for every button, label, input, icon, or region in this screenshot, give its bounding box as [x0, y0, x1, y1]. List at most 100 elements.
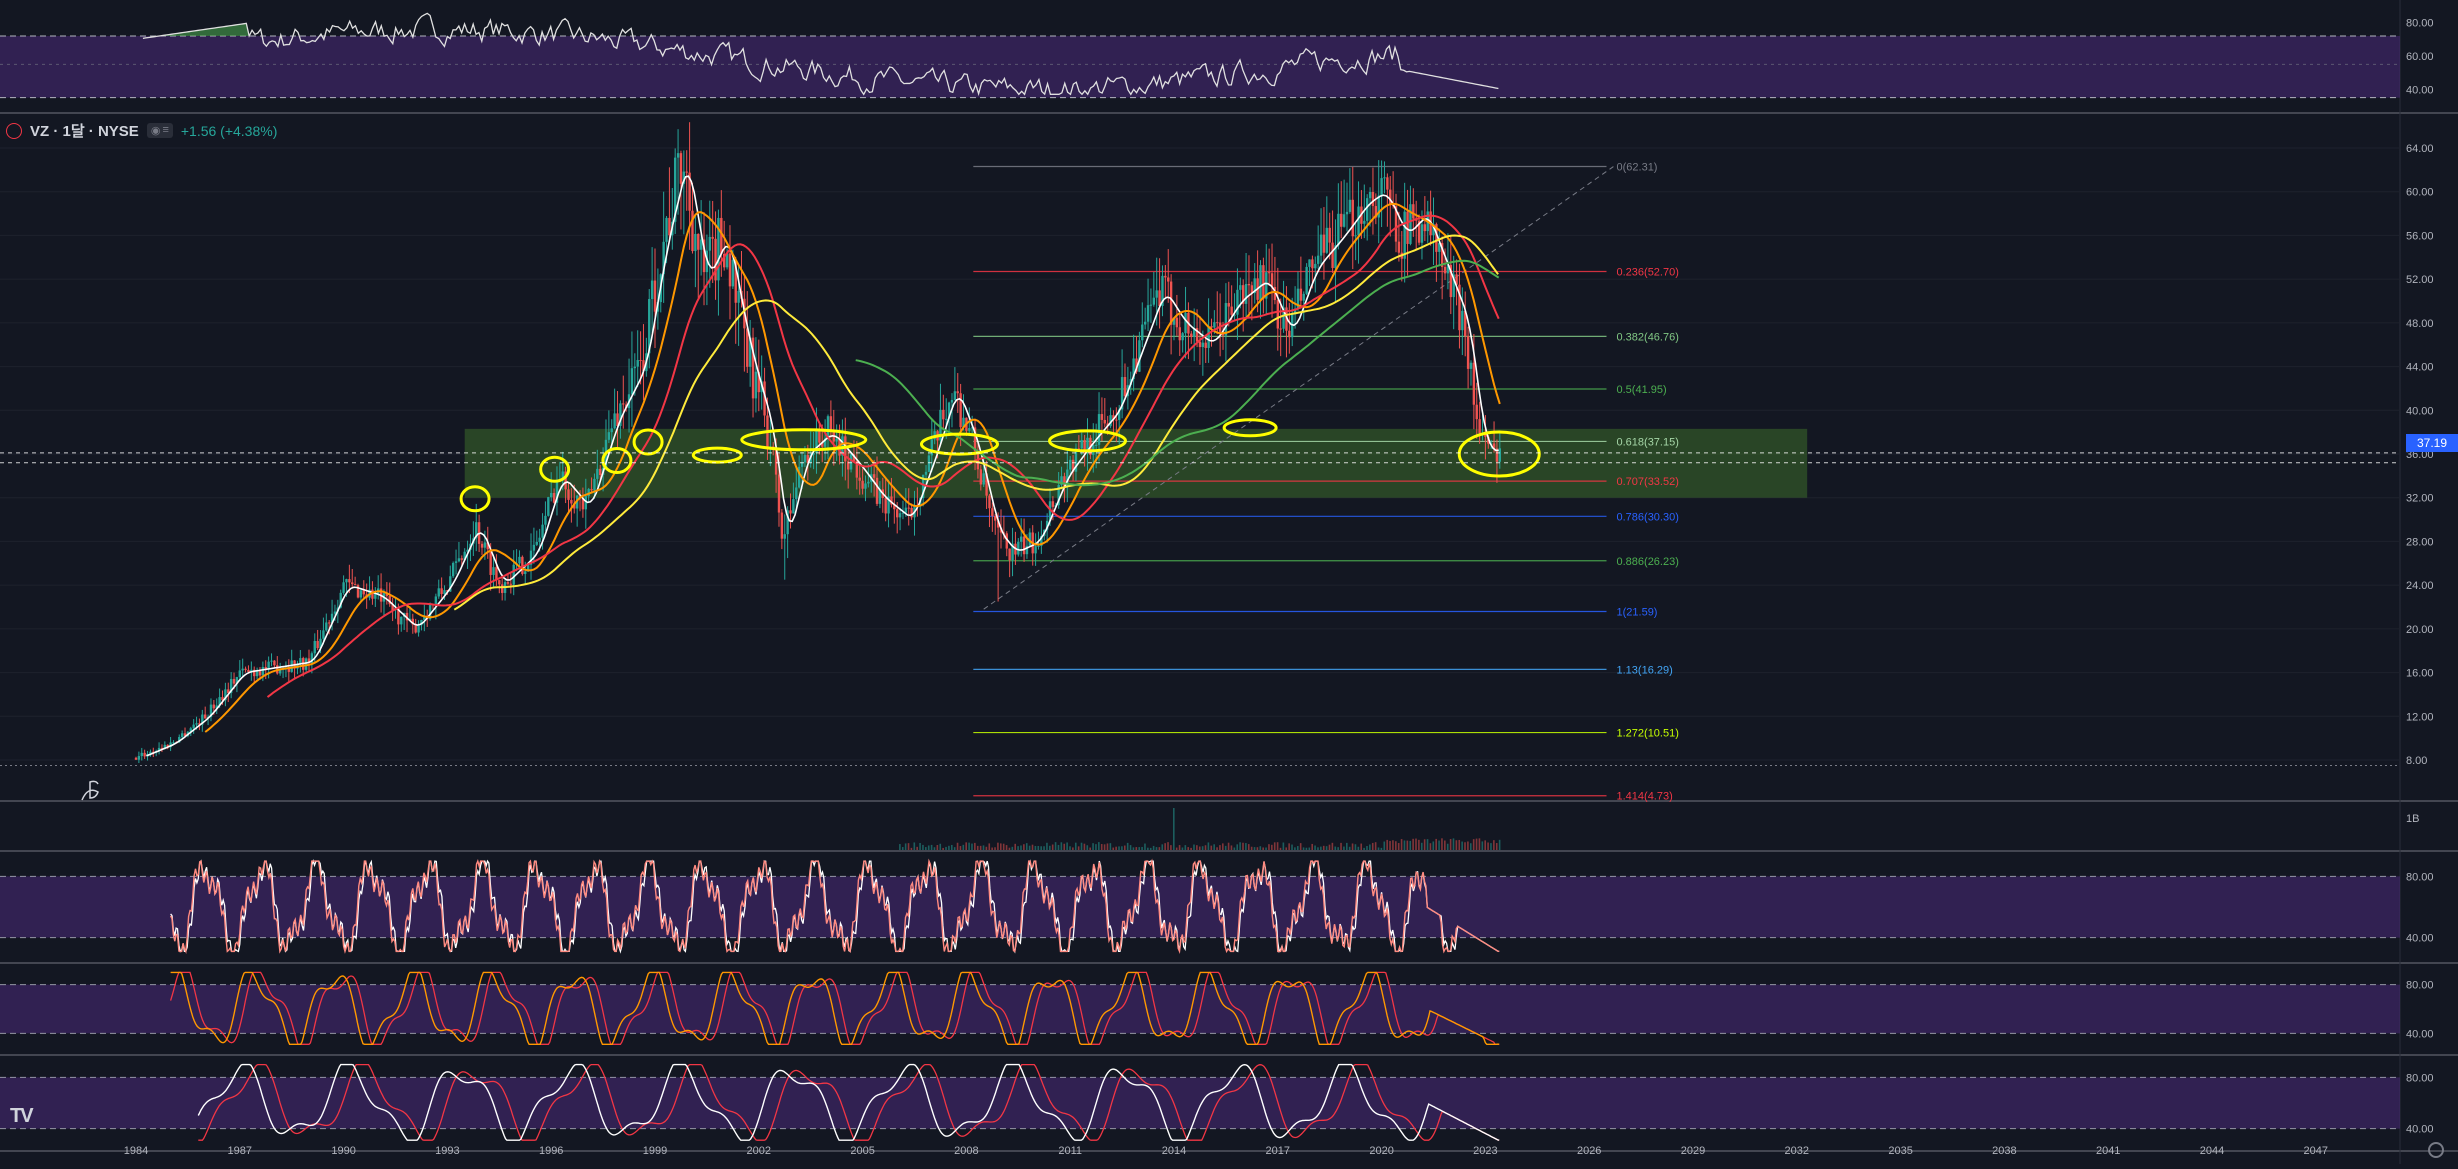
candle-body [454, 561, 458, 563]
candle-body [662, 241, 665, 275]
volume-bar [1487, 842, 1489, 850]
volume-bar [1170, 845, 1172, 850]
top-panel-overbought-fill [142, 23, 250, 36]
candle-body [1348, 199, 1352, 212]
volume-bar [1328, 844, 1331, 850]
candle-body [1195, 328, 1199, 342]
candle-body [1458, 284, 1461, 331]
candle-body [345, 579, 348, 583]
highlight-circle [691, 446, 743, 464]
price-axis-tick: 64.00 [2406, 143, 2434, 155]
tradingview-logo-icon[interactable]: TV [10, 1105, 34, 1127]
volume-bar [1063, 843, 1066, 850]
candle-body [1288, 330, 1291, 338]
candle-body [290, 660, 293, 672]
candle-body [1262, 265, 1265, 299]
volume-bar [1337, 847, 1339, 850]
candle-body [457, 558, 461, 562]
time-axis-tick: 2041 [2096, 1145, 2120, 1157]
volume-bar [1302, 847, 1305, 850]
volume-bar [1461, 841, 1463, 850]
candle-body [596, 468, 599, 479]
candle-body [1316, 255, 1320, 264]
candle-body [720, 217, 723, 254]
oscillator-tick: 40.00 [2406, 1028, 2434, 1040]
symbol-legend[interactable]: VZ · 1달 · NYSE ◉ ≡ +1.56 (+4.38%) [6, 120, 277, 141]
candle-body [763, 381, 766, 416]
candle-body [1161, 275, 1164, 306]
candle-body [198, 723, 201, 725]
candle-body [1236, 289, 1239, 315]
legend-buttons[interactable]: ◉ ≡ [146, 123, 173, 138]
candle-body [506, 582, 510, 584]
candle-body [1227, 303, 1230, 307]
candle-body [904, 507, 908, 513]
volume-bars [899, 808, 1501, 850]
candle-body [221, 697, 224, 701]
volume-bar [1397, 843, 1400, 850]
candle-body [498, 580, 501, 585]
candle-body [616, 413, 619, 426]
volume-bar [1002, 843, 1005, 850]
candle-body [573, 503, 576, 509]
candle-body [699, 239, 703, 250]
volume-bar [1011, 846, 1014, 850]
settings-icon[interactable]: ≡ [162, 124, 169, 136]
candle-body [890, 496, 893, 505]
candle-body [725, 253, 729, 268]
volume-bar [1037, 845, 1040, 850]
eye-icon[interactable]: ◉ [150, 125, 161, 137]
candle-body [564, 471, 567, 490]
candle-body [1118, 409, 1121, 420]
candle-body [229, 678, 233, 693]
candle-body [1446, 264, 1450, 274]
volume-bar [1305, 847, 1308, 850]
volume-bar [1311, 843, 1313, 850]
candle-body [423, 615, 426, 620]
volume-bar [1138, 847, 1140, 850]
top-panel-tick: 40.00 [2406, 84, 2434, 96]
candle-body [351, 582, 354, 585]
candle-body [1239, 285, 1242, 290]
candle-body [1123, 377, 1127, 397]
candle-body [1169, 281, 1173, 325]
volume-bar [1109, 843, 1112, 850]
volume-bar [1259, 846, 1262, 850]
candle-body [1383, 177, 1386, 179]
candle-body [1464, 310, 1467, 337]
volume-bar [1449, 839, 1452, 850]
candle-body [414, 624, 417, 633]
candle-body [754, 371, 758, 399]
symbol-title[interactable]: VZ · 1달 · NYSE [30, 123, 139, 140]
candle-body [688, 172, 691, 211]
volume-bar [1331, 842, 1334, 850]
candle-body [633, 366, 637, 369]
candle-body [599, 468, 602, 475]
volume-bar [1420, 842, 1423, 850]
candle-body [348, 579, 351, 583]
candle-body [1377, 195, 1380, 218]
candle-body [1112, 415, 1115, 420]
candle-body [1242, 285, 1245, 304]
candle-body [1443, 266, 1447, 274]
candle-body [924, 471, 928, 475]
volume-bar [1173, 808, 1175, 850]
candle-body [212, 704, 216, 709]
candle-body [460, 558, 464, 560]
volume-bar [1383, 841, 1386, 850]
candle-body [529, 550, 533, 565]
candle-body [241, 668, 244, 671]
candle-body [258, 670, 262, 676]
candle-body [947, 402, 951, 419]
candle-body [1285, 307, 1288, 331]
candle-body [844, 436, 847, 462]
candle-body [887, 496, 890, 514]
volume-bar [1363, 847, 1365, 850]
volume-bar [1126, 842, 1129, 850]
gear-icon[interactable] [2428, 1142, 2444, 1158]
candle-body [166, 744, 169, 748]
volume-bar [1444, 840, 1446, 850]
candle-body [483, 542, 487, 548]
